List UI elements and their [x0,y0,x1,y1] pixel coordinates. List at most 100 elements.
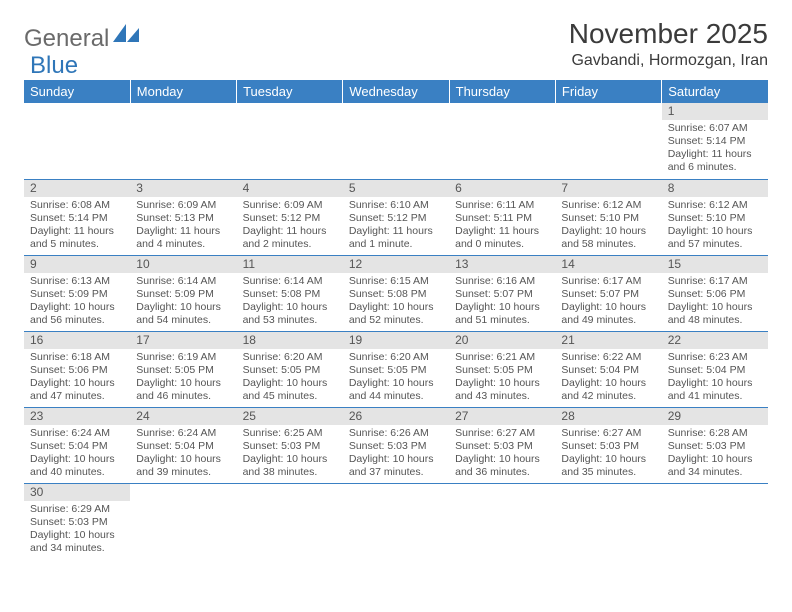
day-number: 25 [237,408,343,425]
day-number: 16 [24,332,130,349]
day-number: 19 [343,332,449,349]
day-info: Sunrise: 6:09 AMSunset: 5:12 PMDaylight:… [237,197,343,254]
day-info: Sunrise: 6:17 AMSunset: 5:06 PMDaylight:… [662,273,768,330]
day-number: 7 [555,180,661,197]
calendar-cell: 17Sunrise: 6:19 AMSunset: 5:05 PMDayligh… [130,331,236,407]
calendar-cell: 28Sunrise: 6:27 AMSunset: 5:03 PMDayligh… [555,407,661,483]
day-info: Sunrise: 6:20 AMSunset: 5:05 PMDaylight:… [237,349,343,406]
day-number: 27 [449,408,555,425]
day-info: Sunrise: 6:12 AMSunset: 5:10 PMDaylight:… [662,197,768,254]
calendar-cell: 14Sunrise: 6:17 AMSunset: 5:07 PMDayligh… [555,255,661,331]
day-info: Sunrise: 6:14 AMSunset: 5:08 PMDaylight:… [237,273,343,330]
calendar-cell: 1Sunrise: 6:07 AMSunset: 5:14 PMDaylight… [662,103,768,179]
calendar-body: 1Sunrise: 6:07 AMSunset: 5:14 PMDaylight… [24,103,768,559]
day-info: Sunrise: 6:27 AMSunset: 5:03 PMDaylight:… [555,425,661,482]
day-info: Sunrise: 6:18 AMSunset: 5:06 PMDaylight:… [24,349,130,406]
calendar-cell: 10Sunrise: 6:14 AMSunset: 5:09 PMDayligh… [130,255,236,331]
day-number: 4 [237,180,343,197]
day-number: 1 [662,103,768,120]
calendar-cell: 16Sunrise: 6:18 AMSunset: 5:06 PMDayligh… [24,331,130,407]
day-number: 3 [130,180,236,197]
calendar-cell [237,483,343,559]
calendar-cell: 24Sunrise: 6:24 AMSunset: 5:04 PMDayligh… [130,407,236,483]
day-number: 14 [555,256,661,273]
calendar-cell [130,483,236,559]
calendar-cell [449,103,555,179]
calendar-week-row: 9Sunrise: 6:13 AMSunset: 5:09 PMDaylight… [24,255,768,331]
calendar-table: Sunday Monday Tuesday Wednesday Thursday… [24,80,768,559]
day-number: 29 [662,408,768,425]
day-info: Sunrise: 6:19 AMSunset: 5:05 PMDaylight:… [130,349,236,406]
calendar-week-row: 2Sunrise: 6:08 AMSunset: 5:14 PMDaylight… [24,179,768,255]
calendar-cell: 11Sunrise: 6:14 AMSunset: 5:08 PMDayligh… [237,255,343,331]
header: General November 2025 Gavbandi, Hormozga… [24,18,768,70]
weekday-header: Saturday [662,80,768,103]
calendar-cell: 15Sunrise: 6:17 AMSunset: 5:06 PMDayligh… [662,255,768,331]
day-number: 11 [237,256,343,273]
calendar-cell: 30Sunrise: 6:29 AMSunset: 5:03 PMDayligh… [24,483,130,559]
calendar-cell [555,483,661,559]
calendar-cell: 19Sunrise: 6:20 AMSunset: 5:05 PMDayligh… [343,331,449,407]
day-info: Sunrise: 6:14 AMSunset: 5:09 PMDaylight:… [130,273,236,330]
calendar-week-row: 16Sunrise: 6:18 AMSunset: 5:06 PMDayligh… [24,331,768,407]
calendar-cell: 3Sunrise: 6:09 AMSunset: 5:13 PMDaylight… [130,179,236,255]
calendar-cell: 29Sunrise: 6:28 AMSunset: 5:03 PMDayligh… [662,407,768,483]
day-info: Sunrise: 6:11 AMSunset: 5:11 PMDaylight:… [449,197,555,254]
calendar-cell [449,483,555,559]
calendar-cell: 2Sunrise: 6:08 AMSunset: 5:14 PMDaylight… [24,179,130,255]
calendar-cell: 27Sunrise: 6:27 AMSunset: 5:03 PMDayligh… [449,407,555,483]
day-info: Sunrise: 6:22 AMSunset: 5:04 PMDaylight:… [555,349,661,406]
day-info: Sunrise: 6:27 AMSunset: 5:03 PMDaylight:… [449,425,555,482]
calendar-cell: 4Sunrise: 6:09 AMSunset: 5:12 PMDaylight… [237,179,343,255]
weekday-header-row: Sunday Monday Tuesday Wednesday Thursday… [24,80,768,103]
day-info: Sunrise: 6:25 AMSunset: 5:03 PMDaylight:… [237,425,343,482]
logo: General [24,24,141,53]
calendar-cell: 9Sunrise: 6:13 AMSunset: 5:09 PMDaylight… [24,255,130,331]
day-info: Sunrise: 6:10 AMSunset: 5:12 PMDaylight:… [343,197,449,254]
day-number: 24 [130,408,236,425]
day-number: 15 [662,256,768,273]
logo-text-general: General [24,25,109,53]
day-number: 13 [449,256,555,273]
calendar-cell: 12Sunrise: 6:15 AMSunset: 5:08 PMDayligh… [343,255,449,331]
day-info: Sunrise: 6:09 AMSunset: 5:13 PMDaylight:… [130,197,236,254]
calendar-cell [662,483,768,559]
title-block: November 2025 Gavbandi, Hormozgan, Iran [569,18,768,70]
calendar-week-row: 23Sunrise: 6:24 AMSunset: 5:04 PMDayligh… [24,407,768,483]
day-info: Sunrise: 6:23 AMSunset: 5:04 PMDaylight:… [662,349,768,406]
day-number: 20 [449,332,555,349]
day-number: 18 [237,332,343,349]
weekday-header: Tuesday [237,80,343,103]
day-number: 9 [24,256,130,273]
logo-text-blue: Blue [30,52,78,79]
calendar-cell: 13Sunrise: 6:16 AMSunset: 5:07 PMDayligh… [449,255,555,331]
weekday-header: Sunday [24,80,130,103]
day-number: 6 [449,180,555,197]
day-info: Sunrise: 6:28 AMSunset: 5:03 PMDaylight:… [662,425,768,482]
day-number: 30 [24,484,130,501]
location: Gavbandi, Hormozgan, Iran [569,52,768,70]
day-number: 28 [555,408,661,425]
calendar-cell [555,103,661,179]
logo-blue-row: Blue [30,52,78,80]
day-number: 22 [662,332,768,349]
weekday-header: Thursday [449,80,555,103]
day-info: Sunrise: 6:13 AMSunset: 5:09 PMDaylight:… [24,273,130,330]
calendar-cell: 25Sunrise: 6:25 AMSunset: 5:03 PMDayligh… [237,407,343,483]
day-info: Sunrise: 6:17 AMSunset: 5:07 PMDaylight:… [555,273,661,330]
day-number: 8 [662,180,768,197]
calendar-page: General November 2025 Gavbandi, Hormozga… [0,0,792,577]
day-info: Sunrise: 6:24 AMSunset: 5:04 PMDaylight:… [24,425,130,482]
calendar-cell: 6Sunrise: 6:11 AMSunset: 5:11 PMDaylight… [449,179,555,255]
calendar-cell [237,103,343,179]
weekday-header: Friday [555,80,661,103]
day-number: 17 [130,332,236,349]
day-info: Sunrise: 6:15 AMSunset: 5:08 PMDaylight:… [343,273,449,330]
day-number: 23 [24,408,130,425]
day-info: Sunrise: 6:08 AMSunset: 5:14 PMDaylight:… [24,197,130,254]
calendar-cell: 21Sunrise: 6:22 AMSunset: 5:04 PMDayligh… [555,331,661,407]
calendar-cell: 5Sunrise: 6:10 AMSunset: 5:12 PMDaylight… [343,179,449,255]
calendar-cell: 23Sunrise: 6:24 AMSunset: 5:04 PMDayligh… [24,407,130,483]
calendar-cell [24,103,130,179]
day-info: Sunrise: 6:16 AMSunset: 5:07 PMDaylight:… [449,273,555,330]
